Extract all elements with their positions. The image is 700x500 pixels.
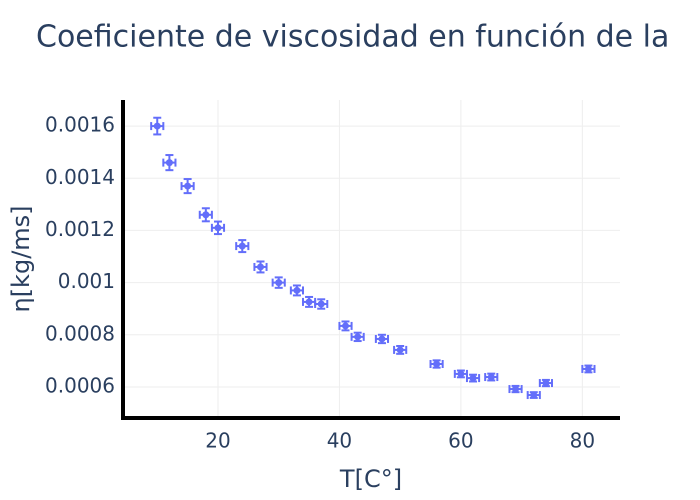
point: [396, 346, 404, 354]
point: [487, 373, 495, 381]
point: [305, 298, 313, 306]
y-tick-label: 0.0014: [45, 165, 115, 189]
point: [457, 370, 465, 378]
point: [202, 211, 210, 219]
point: [433, 360, 441, 368]
point: [317, 300, 325, 308]
point: [530, 391, 538, 399]
x-tick-label: 40: [327, 429, 352, 453]
point: [165, 159, 173, 167]
x-tick-label: 20: [205, 429, 230, 453]
chart-title: Coeficiente de viscosidad en función de …: [36, 20, 669, 55]
y-tick-label: 0.0008: [45, 321, 115, 345]
y-tick-label: 0.0012: [45, 217, 115, 241]
point: [256, 263, 264, 271]
point: [214, 224, 222, 232]
point: [378, 335, 386, 343]
y-axis-title: η[kg/ms]: [7, 205, 35, 312]
x-axis-title: T[C°]: [339, 465, 402, 493]
point: [512, 385, 520, 393]
point: [184, 182, 192, 190]
x-tick-label: 60: [448, 429, 473, 453]
y-tick-label: 0.0016: [45, 113, 115, 137]
point: [469, 374, 477, 382]
point: [275, 279, 283, 287]
point: [238, 242, 246, 250]
y-tick-label: 0.001: [58, 269, 115, 293]
point: [342, 322, 350, 330]
point: [354, 333, 362, 341]
point: [584, 365, 592, 373]
x-tick-label: 80: [570, 429, 595, 453]
y-tick-label: 0.0006: [45, 373, 115, 397]
point: [153, 122, 161, 130]
point: [293, 286, 301, 294]
point: [542, 379, 550, 387]
